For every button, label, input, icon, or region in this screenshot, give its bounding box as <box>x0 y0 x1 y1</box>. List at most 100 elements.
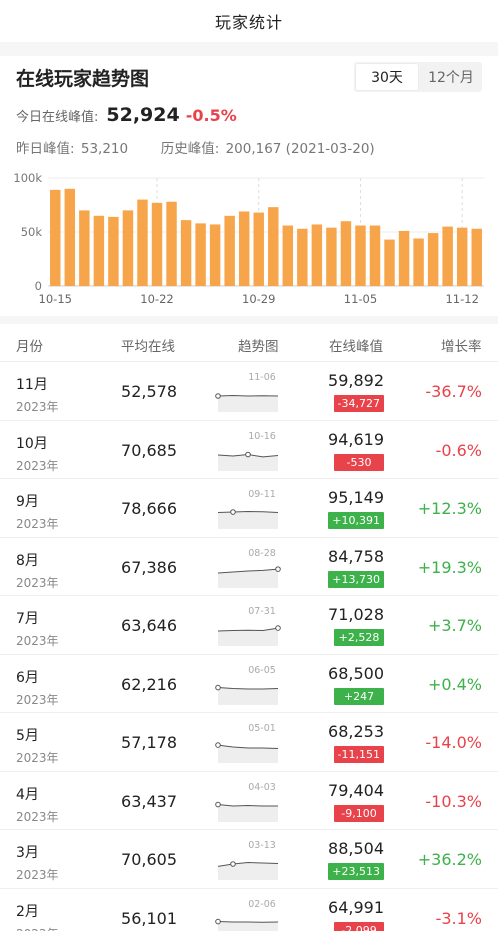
table-row[interactable]: 11月 2023年 52,578 11-06 59,892 -34,727 -36.7% <box>0 362 498 421</box>
sparkline-line <box>217 862 279 867</box>
row-peak-diff-badge: +247 <box>334 687 384 705</box>
x-tick-label: 10-29 <box>242 292 275 306</box>
row-peak-diff-badge: -530 <box>334 453 384 471</box>
sparkline-marker <box>215 684 221 690</box>
row-month: 4月 <box>16 786 39 803</box>
row-sparkline: 03-13 <box>217 840 279 880</box>
yesterday-peak-value: 53,210 <box>80 141 129 157</box>
bar <box>297 228 308 286</box>
bar <box>166 201 177 286</box>
row-peak-online: 59,892 <box>328 371 384 390</box>
sparkline-marker <box>245 451 251 457</box>
bar <box>384 239 395 286</box>
row-avg-online: 70,685 <box>121 440 177 460</box>
trend-chart[interactable]: 0 50k 100k 10-15 10-22 10-29 11-05 11-12 <box>0 168 498 310</box>
col-growth-header: 增长率 <box>441 339 482 355</box>
row-growth-rate: -14.0% <box>425 733 482 752</box>
sparkline-date-label: 04-03 <box>248 782 276 793</box>
bar <box>456 227 468 286</box>
sparkline-date-label: 02-06 <box>248 899 276 910</box>
row-year: 2023年 <box>16 692 59 707</box>
row-peak-diff-badge: -34,727 <box>333 395 384 412</box>
table-row[interactable]: 3月 2023年 70,605 03-13 88,504 +23,513 +36.2% <box>0 830 498 889</box>
row-peak-online: 71,028 <box>328 605 384 624</box>
bar <box>137 199 148 286</box>
range-tab-30d[interactable]: 30天 <box>356 64 418 90</box>
table-row[interactable]: 10月 2023年 70,685 10-16 94,619 -530 -0.6% <box>0 421 498 479</box>
sparkline-area <box>218 568 278 588</box>
page-title: 玩家统计 <box>214 13 283 32</box>
row-sparkline: 06-05 <box>215 665 279 705</box>
row-month: 2月 <box>16 903 39 920</box>
table-row[interactable]: 8月 2023年 67,386 08-28 84,758 +13,730 +19.3% <box>0 538 498 596</box>
bar <box>209 224 221 286</box>
section-gap <box>0 42 498 56</box>
row-growth-rate: -0.6% <box>435 440 482 460</box>
row-sparkline: 07-31 <box>217 606 281 646</box>
row-growth-rate: +3.7% <box>427 616 482 635</box>
row-peak-diff-badge: -9,100 <box>334 804 384 822</box>
table-row[interactable]: 9月 2023年 78,666 09-11 95,149 +10,391 +12.3% <box>0 479 498 538</box>
y-tick-label: 100k <box>13 171 42 185</box>
sparkline-date-label: 10-16 <box>248 431 276 442</box>
row-sparkline: 10-16 <box>217 431 279 471</box>
sparkline-marker <box>215 801 221 807</box>
row-growth-rate: +12.3% <box>417 499 482 518</box>
history-peak-label: 历史峰值: <box>160 141 220 157</box>
today-peak-label: 今日在线峰值: <box>16 110 99 125</box>
sparkline-marker <box>275 565 281 572</box>
trend-card-header: 在线玩家趋势图 30天 12个月 <box>0 56 498 104</box>
range-tab-12m[interactable]: 12个月 <box>428 70 474 86</box>
row-avg-online: 78,666 <box>121 499 177 518</box>
row-growth-rate: -10.3% <box>425 791 482 811</box>
peak-summary-row: 昨日峰值: 53,210 历史峰值: 200,167 (2021-03-20) <box>16 137 377 157</box>
row-sparkline: 09-11 <box>217 489 279 529</box>
bar <box>93 215 105 286</box>
row-growth-rate: +0.4% <box>427 674 482 694</box>
today-peak-value: 52,924 <box>106 104 180 126</box>
table-row[interactable]: 7月 2023年 63,646 07-31 71,028 +2,528 +3.7% <box>0 596 498 655</box>
sparkline-date-label: 05-01 <box>248 723 276 734</box>
sparkline-date-label: 06-05 <box>248 665 276 676</box>
sparkline-line <box>217 744 279 749</box>
table-row[interactable]: 4月 2023年 63,437 04-03 79,404 -9,100 -10.3% <box>0 772 498 830</box>
trend-card-title: 在线玩家趋势图 <box>16 68 150 90</box>
row-peak-diff-badge: +2,528 <box>334 629 384 646</box>
row-month: 11月 <box>16 377 48 393</box>
row-year: 2023年 <box>16 634 59 648</box>
table-row[interactable]: 5月 2023年 57,178 05-01 68,253 -11,151 -14.0% <box>0 713 498 772</box>
x-tick-label: 11-05 <box>344 292 377 306</box>
section-divider <box>0 316 498 324</box>
row-peak-online: 94,619 <box>328 429 384 449</box>
row-month: 7月 <box>16 611 39 627</box>
today-peak-change: -0.5% <box>185 106 237 125</box>
bar <box>108 216 119 286</box>
sparkline-area <box>218 687 278 705</box>
row-peak-online: 88,504 <box>328 839 384 858</box>
row-growth-rate: -3.1% <box>435 908 482 928</box>
row-peak-online: 68,500 <box>328 663 384 683</box>
col-avg-header: 平均在线 <box>121 339 175 355</box>
sparkline-area <box>218 454 278 471</box>
bar <box>442 226 453 286</box>
row-year: 2023年 <box>16 458 59 473</box>
bar <box>427 233 439 286</box>
row-sparkline: 08-28 <box>217 548 281 588</box>
row-avg-online: 67,386 <box>121 557 177 577</box>
y-tick-label: 50k <box>21 225 43 239</box>
bar <box>311 224 323 286</box>
table-row[interactable]: 6月 2023年 62,216 06-05 68,500 +247 +0.4% <box>0 655 498 713</box>
sparkline-marker <box>230 509 236 515</box>
bar <box>398 230 410 286</box>
bar <box>238 211 250 286</box>
row-sparkline: 02-06 <box>215 899 279 931</box>
bar <box>268 207 279 286</box>
row-growth-rate: +36.2% <box>417 850 482 869</box>
row-avg-online: 57,178 <box>121 733 177 752</box>
row-avg-online: 52,578 <box>121 382 177 401</box>
sparkline-date-label: 07-31 <box>248 606 276 617</box>
row-avg-online: 63,646 <box>121 616 177 635</box>
row-month: 8月 <box>16 552 39 569</box>
table-row[interactable]: 2月 2023年 56,101 02-06 64,991 -2,099 -3.1% <box>0 889 498 931</box>
row-avg-online: 70,605 <box>121 850 177 869</box>
